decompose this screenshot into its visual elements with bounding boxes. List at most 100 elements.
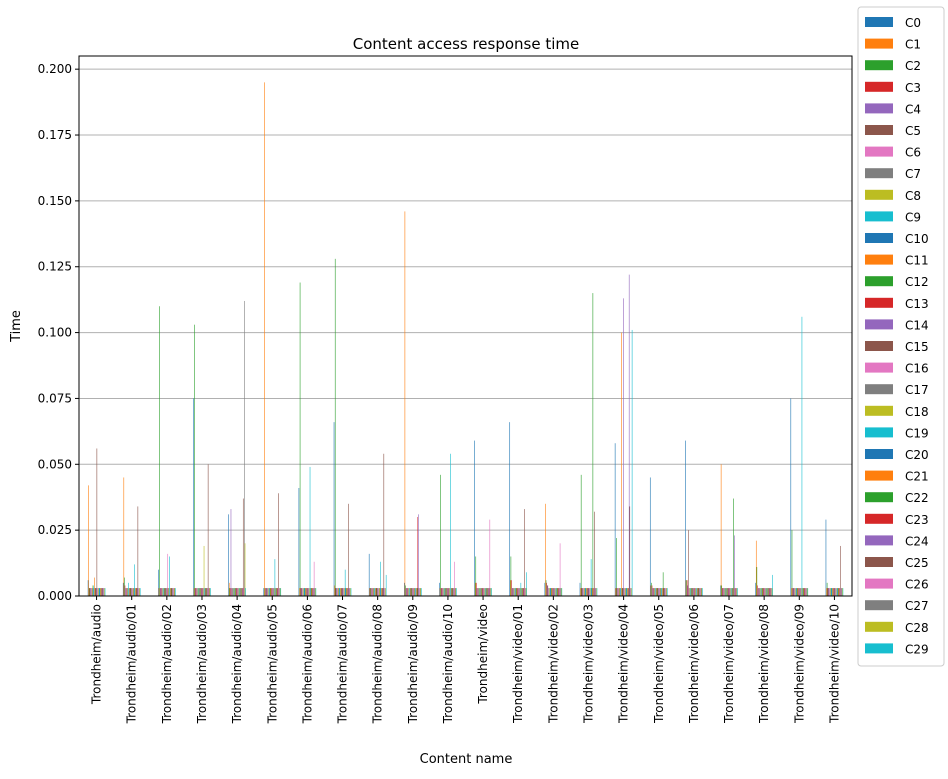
bar xyxy=(133,588,135,596)
bar xyxy=(478,588,479,596)
legend-label: C13 xyxy=(905,297,929,311)
bar xyxy=(384,588,386,596)
bar xyxy=(799,588,800,596)
legend-swatch xyxy=(865,17,893,27)
bar xyxy=(244,300,245,596)
legend-label: C11 xyxy=(905,254,929,268)
bar xyxy=(170,588,172,596)
bar xyxy=(348,588,350,596)
bar xyxy=(374,588,375,596)
bar xyxy=(307,588,309,596)
bar xyxy=(378,588,379,596)
legend-swatch xyxy=(865,513,893,524)
bar xyxy=(616,538,617,596)
bar xyxy=(650,585,652,596)
bar xyxy=(662,588,663,596)
y-tick-label: 0.050 xyxy=(38,457,72,471)
bar xyxy=(664,588,665,596)
bar xyxy=(825,519,827,596)
bar xyxy=(728,588,730,596)
y-axis-label: Time xyxy=(9,310,24,343)
bar xyxy=(663,588,665,596)
bar xyxy=(416,588,417,596)
bar xyxy=(264,588,266,596)
bar xyxy=(583,588,585,596)
bar xyxy=(370,588,372,596)
bar xyxy=(160,588,162,596)
bar xyxy=(513,588,515,596)
bar xyxy=(596,588,597,596)
bar xyxy=(138,588,140,596)
legend-label: C14 xyxy=(905,318,929,332)
bar xyxy=(474,582,476,596)
bar xyxy=(350,588,351,596)
bar xyxy=(700,588,702,596)
bar xyxy=(515,588,516,596)
bar xyxy=(695,588,696,596)
bar xyxy=(806,588,808,596)
bar xyxy=(123,477,125,596)
bar xyxy=(657,588,659,596)
bar xyxy=(694,588,696,596)
bar xyxy=(803,588,804,596)
bar xyxy=(651,582,652,596)
bar xyxy=(195,588,197,596)
bar xyxy=(482,588,484,596)
bar xyxy=(768,588,770,596)
bar xyxy=(767,588,769,596)
bar xyxy=(481,588,482,596)
bar xyxy=(474,440,475,596)
bar xyxy=(344,588,345,596)
bar xyxy=(842,588,843,596)
bar xyxy=(94,588,96,596)
bar xyxy=(299,588,300,596)
bar xyxy=(727,588,729,596)
bar xyxy=(552,588,554,596)
bar xyxy=(665,588,666,596)
bar xyxy=(689,588,690,596)
bar xyxy=(511,580,512,596)
bar xyxy=(199,588,200,596)
bar xyxy=(658,588,659,596)
bar xyxy=(194,588,196,596)
bar xyxy=(755,540,757,596)
bar xyxy=(696,588,698,596)
bar xyxy=(275,588,276,596)
bar xyxy=(234,588,236,596)
bar xyxy=(265,588,266,596)
bar xyxy=(378,588,380,596)
bar xyxy=(302,588,303,596)
bar xyxy=(230,509,232,596)
bar xyxy=(627,588,629,596)
bar xyxy=(269,588,270,596)
bar xyxy=(413,588,415,596)
bar xyxy=(238,588,240,596)
bar xyxy=(241,588,242,596)
bar xyxy=(172,588,174,596)
bar xyxy=(409,588,410,596)
bar xyxy=(339,588,341,596)
y-tick-label: 0.125 xyxy=(38,260,72,274)
bar xyxy=(413,588,414,596)
bar xyxy=(793,588,795,596)
bar xyxy=(237,588,239,596)
bar xyxy=(806,588,807,596)
bar xyxy=(481,588,483,596)
y-tick-label: 0.100 xyxy=(38,326,72,340)
bar xyxy=(309,588,310,596)
bar xyxy=(623,588,625,596)
bar xyxy=(544,582,546,596)
bar xyxy=(699,588,701,596)
legend-swatch xyxy=(865,254,893,265)
bar xyxy=(268,588,270,596)
bar xyxy=(687,585,689,596)
legend-swatch xyxy=(865,600,893,611)
bar xyxy=(456,588,457,596)
bar xyxy=(228,582,230,596)
bar xyxy=(409,588,411,596)
bar xyxy=(517,588,518,596)
bar xyxy=(415,588,417,596)
bar xyxy=(484,588,485,596)
bar xyxy=(97,588,98,596)
